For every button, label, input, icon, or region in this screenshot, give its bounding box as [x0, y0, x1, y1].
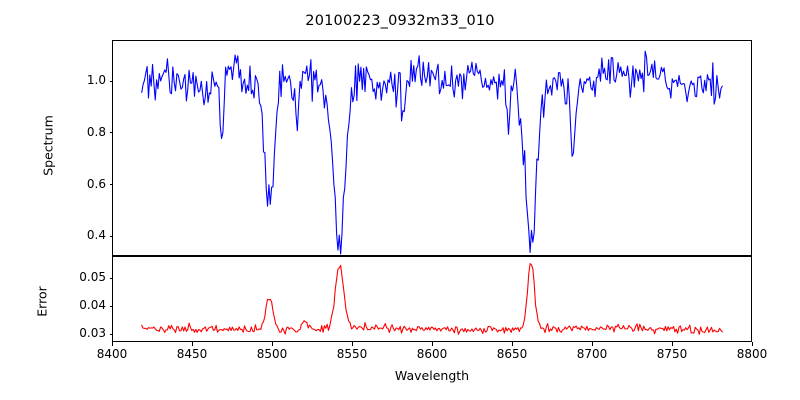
xtick-mark	[751, 342, 753, 346]
plot-title: 20100223_0932m33_010	[305, 13, 495, 29]
error-axes	[109, 256, 752, 342]
error-ytick-labels: 0.03 0.04 0.05	[56, 256, 106, 342]
spectrum-line	[141, 50, 723, 255]
ytick-label: 0.4	[86, 228, 106, 243]
xtick-label: 8450	[176, 347, 208, 361]
ytick-mark	[109, 235, 113, 237]
ytick-label: 0.05	[79, 270, 106, 284]
xtick-mark	[591, 342, 593, 346]
xtick-label: 8600	[416, 347, 448, 361]
xtick-label: 8650	[496, 347, 528, 361]
ytick-mark	[109, 184, 113, 186]
ytick-mark	[109, 333, 113, 335]
xtick-label: 8550	[336, 347, 368, 361]
y-axis-label-spectrum: Spectrum	[40, 115, 56, 176]
spectrum-ytick-labels: 0.4 0.6 0.8 1.0	[62, 40, 106, 256]
ytick-label: 0.03	[79, 326, 106, 341]
ytick-mark	[109, 305, 113, 307]
ytick-label: 0.04	[79, 298, 106, 313]
xtick-label: 8500	[256, 347, 288, 361]
xtick-label: 8400	[96, 347, 128, 361]
ytick-mark	[109, 80, 113, 82]
xtick-label: 8800	[736, 347, 768, 361]
ytick-mark	[109, 277, 113, 279]
spectrum-plot-area	[141, 50, 723, 255]
xtick-mark	[191, 342, 193, 346]
xtick-mark	[351, 342, 353, 346]
xtick-mark	[671, 342, 673, 346]
ytick-label: 0.8	[86, 124, 106, 139]
x-axis-label: Wavelength	[394, 368, 470, 383]
error-plot-area	[141, 263, 723, 335]
xtick-mark	[431, 342, 433, 346]
ytick-label: 0.6	[86, 176, 106, 191]
xtick-label: 8700	[576, 347, 608, 361]
xtick-mark	[271, 342, 273, 346]
xtick-label: 8750	[656, 347, 688, 361]
y-axis-label-error: Error	[34, 286, 50, 317]
ytick-label: 1.0	[86, 73, 106, 88]
error-line	[141, 263, 723, 335]
xtick-mark	[511, 342, 513, 346]
spectrum-axes	[109, 40, 752, 256]
xtick-mark	[111, 342, 113, 346]
xtick-labels: 8400 8450 8500 8550 8600 8650 8700 8750 8800	[97, 342, 767, 368]
ytick-mark	[109, 132, 113, 134]
